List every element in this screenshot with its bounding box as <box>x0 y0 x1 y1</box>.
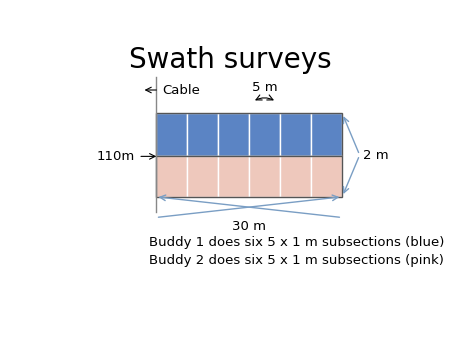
Bar <box>156 156 342 197</box>
Text: 2 m: 2 m <box>363 149 389 162</box>
Text: Buddy 1 does six 5 x 1 m subsections (blue): Buddy 1 does six 5 x 1 m subsections (bl… <box>148 236 444 249</box>
Bar <box>280 114 311 156</box>
Bar <box>249 114 280 156</box>
Bar <box>311 156 342 197</box>
Text: Buddy 2 does six 5 x 1 m subsections (pink): Buddy 2 does six 5 x 1 m subsections (pi… <box>148 254 444 267</box>
Bar <box>218 156 249 197</box>
Text: Swath surveys: Swath surveys <box>129 46 332 74</box>
Text: 30 m: 30 m <box>232 220 266 233</box>
Text: 5 m: 5 m <box>252 81 277 94</box>
Bar <box>218 114 249 156</box>
Bar <box>280 156 311 197</box>
Bar <box>156 114 342 156</box>
Bar <box>156 156 187 197</box>
Bar <box>311 114 342 156</box>
Bar <box>249 156 280 197</box>
Bar <box>187 156 218 197</box>
Text: 110m: 110m <box>96 150 135 163</box>
Text: Cable: Cable <box>162 83 201 97</box>
Bar <box>156 114 187 156</box>
Bar <box>187 114 218 156</box>
